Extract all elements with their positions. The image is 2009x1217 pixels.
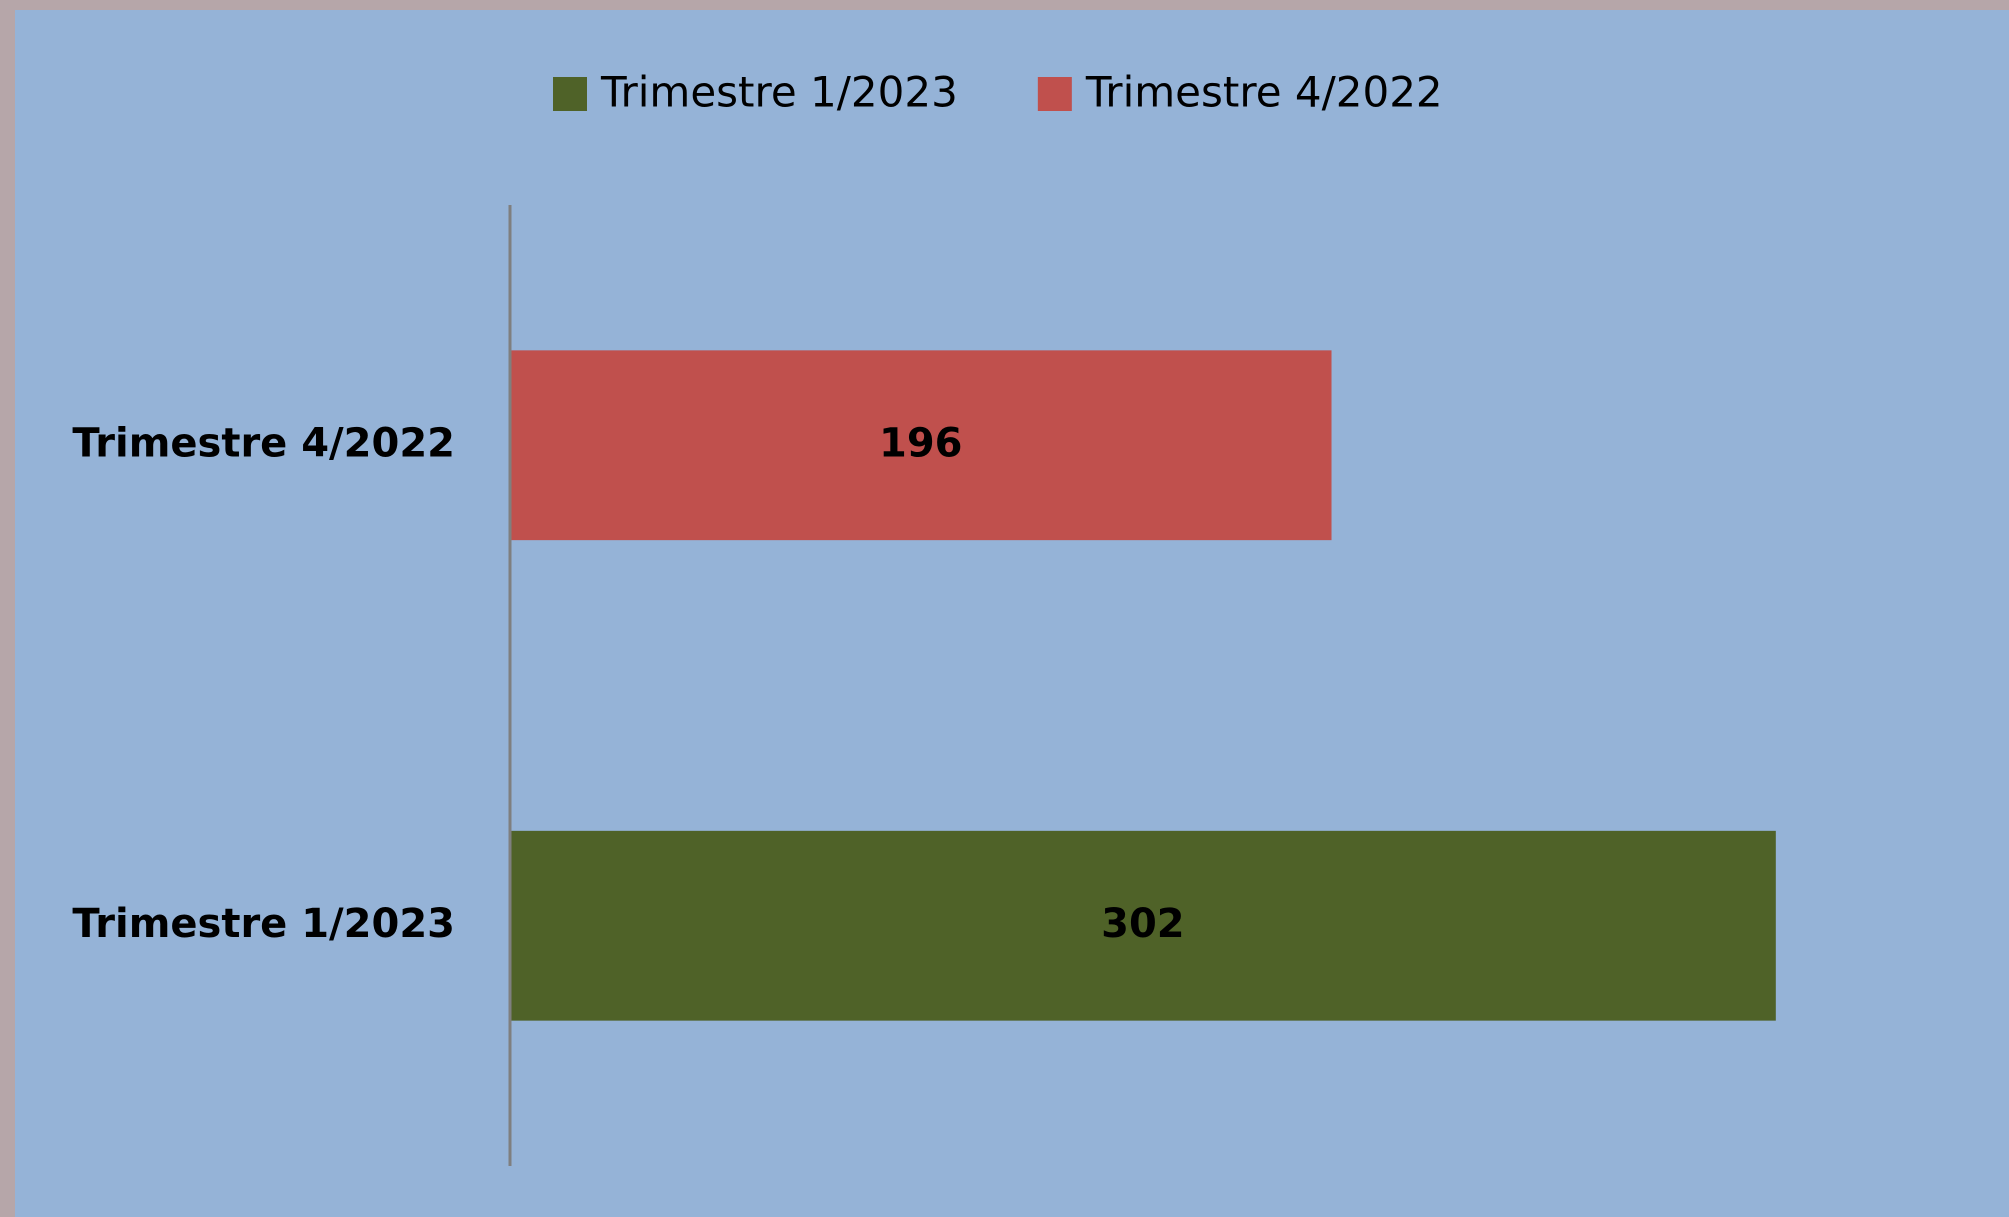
bar: [510, 350, 1332, 541]
bar: [510, 830, 1776, 1021]
legend-label: Trimestre 1/2023: [600, 68, 958, 117]
y-tick-label: Trimestre 1/2023: [72, 901, 455, 947]
data-label: 302: [1101, 901, 1185, 947]
data-label: 196: [879, 420, 963, 466]
legend-label: Trimestre 4/2022: [1085, 68, 1443, 117]
chart-area: [15, 10, 2009, 1217]
y-tick-label: Trimestre 4/2022: [72, 420, 455, 466]
legend-swatch: [1037, 77, 1072, 111]
legend-swatch: [553, 77, 587, 111]
